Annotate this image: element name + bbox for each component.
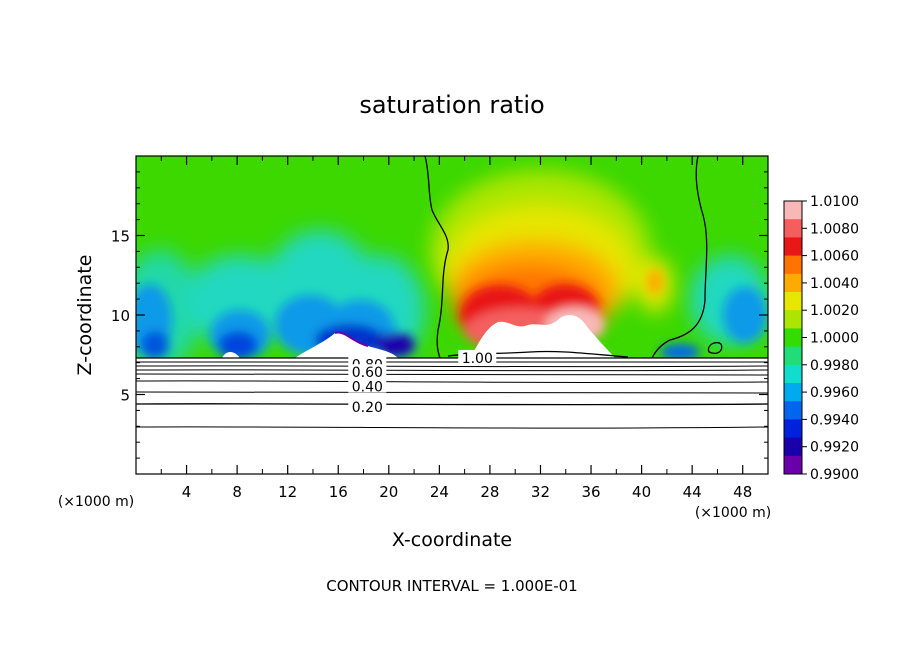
colorbar-segment <box>784 383 802 402</box>
colorbar-segment <box>784 401 802 420</box>
x-tick-label: 8 <box>232 483 242 501</box>
x-tick-label: 20 <box>379 483 398 501</box>
colorbar-label: 0.9900 <box>810 467 859 483</box>
y-axis-label: Z-coordinate <box>74 255 96 376</box>
x-tick-label: 16 <box>329 483 348 501</box>
contour-label: 0.20 <box>352 400 383 416</box>
x-tick-label: 28 <box>480 483 499 501</box>
colorbar-segment <box>784 237 802 257</box>
colorbar-segment <box>784 346 802 366</box>
y-tick-label: 10 <box>111 307 130 325</box>
colorbar-label: 1.0000 <box>810 331 859 347</box>
y-tick-label: 15 <box>111 228 130 246</box>
colorbar-label: 1.0040 <box>810 276 859 292</box>
contour-labels: 0.800.600.400.201.00 <box>348 349 497 416</box>
x-tick-label: 36 <box>581 483 600 501</box>
colorbar-segment <box>784 419 802 439</box>
colorbar-label: 0.9980 <box>810 358 859 374</box>
contour-line <box>707 341 723 354</box>
x-axis-label: X-coordinate <box>392 529 512 551</box>
x-tick-label: 44 <box>683 483 702 501</box>
colorbar-segment <box>784 255 802 275</box>
contour-interval-footer: CONTOUR INTERVAL = 1.000E-01 <box>326 577 577 595</box>
contour-label-bg <box>348 364 387 379</box>
x-tick-label: 48 <box>733 483 752 501</box>
chart-title: saturation ratio <box>359 91 544 119</box>
colorbar-segment <box>784 328 802 348</box>
colorbar-label: 1.0100 <box>810 194 859 210</box>
colorbar-label: 1.0060 <box>810 249 859 265</box>
contour-label-bg <box>348 378 387 393</box>
plot-area: 0.800.600.400.201.00 <box>136 156 768 474</box>
colorbar-label: 0.9920 <box>810 440 859 456</box>
colorbar-segment <box>784 219 802 238</box>
x-tick-label: 12 <box>278 483 297 501</box>
saturation-field <box>136 156 768 358</box>
colorbar-label: 0.9940 <box>810 412 859 428</box>
x-unit-label-right: (×1000 m) <box>695 505 771 521</box>
colorbar-segment <box>784 201 802 220</box>
colorbar-segment <box>784 364 802 384</box>
colorbar-segment <box>784 310 802 329</box>
contour-line <box>424 156 449 358</box>
contour-label-bg <box>348 399 387 414</box>
colorbar: 1.0100 1.0080 1.0060 1.0040 1.0020 1.0000 0.99… <box>783 194 859 483</box>
colorbar-label: 1.0020 <box>810 303 859 319</box>
colorbar-segment <box>784 292 802 311</box>
contour-label: 0.60 <box>352 365 383 381</box>
colorbar-segment <box>784 455 802 475</box>
x-tick-label: 40 <box>632 483 651 501</box>
contour-label: 0.40 <box>352 380 383 396</box>
x-unit-label-left: (×1000 m) <box>58 494 134 510</box>
contour-label-bg <box>458 349 497 364</box>
contour-label: 1.00 <box>462 351 493 367</box>
colorbar-segment <box>784 273 802 293</box>
x-axis: 4 8 12 16 20 24 28 32 36 40 44 48 <box>160 156 752 501</box>
x-tick-label: 4 <box>182 483 192 501</box>
y-axis: 5 10 15 <box>111 171 768 459</box>
y-tick-label: 5 <box>120 387 130 405</box>
x-tick-label: 32 <box>531 483 550 501</box>
colorbar-segment <box>784 437 802 457</box>
colorbar-label: 1.0080 <box>810 221 859 237</box>
contour-line <box>651 156 708 358</box>
x-tick-label: 24 <box>430 483 449 501</box>
lower-contours <box>136 357 768 429</box>
colorbar-label: 0.9960 <box>810 385 859 401</box>
